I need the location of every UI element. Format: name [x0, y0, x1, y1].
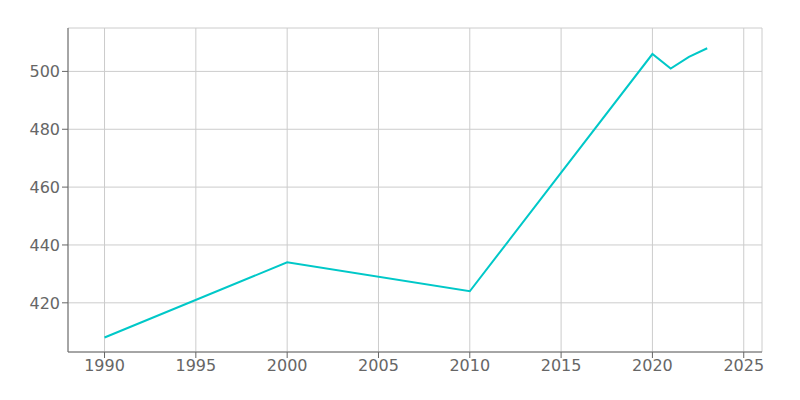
svg-text:440: 440: [29, 236, 60, 255]
svg-text:500: 500: [29, 62, 60, 81]
svg-text:480: 480: [29, 120, 60, 139]
svg-text:2020: 2020: [632, 356, 673, 375]
svg-text:2025: 2025: [723, 356, 764, 375]
svg-text:420: 420: [29, 294, 60, 313]
svg-text:1990: 1990: [84, 356, 125, 375]
svg-text:2015: 2015: [541, 356, 582, 375]
svg-text:2005: 2005: [358, 356, 399, 375]
svg-text:1995: 1995: [175, 356, 216, 375]
svg-text:2010: 2010: [449, 356, 490, 375]
svg-text:2000: 2000: [267, 356, 308, 375]
svg-text:460: 460: [29, 178, 60, 197]
